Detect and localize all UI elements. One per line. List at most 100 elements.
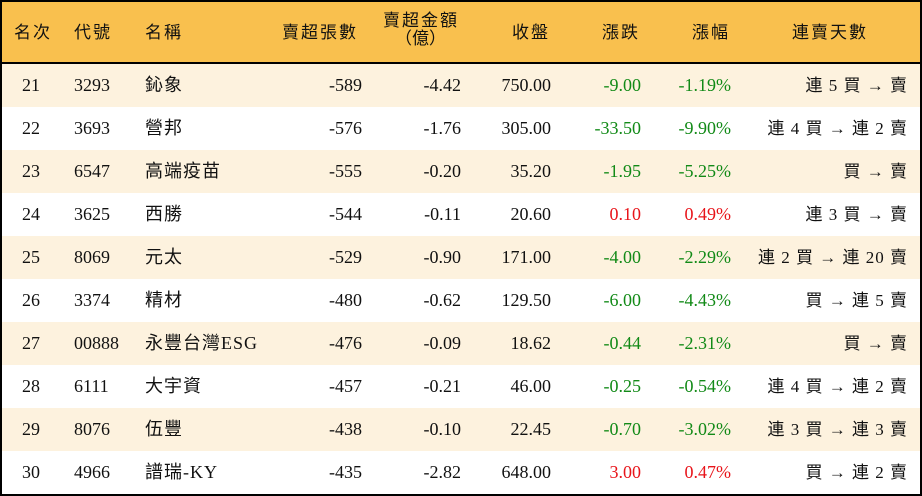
stock-name-cell: 鈊象 <box>145 75 183 95</box>
net-sell-amount-cell: -2.82 <box>423 462 462 482</box>
stock-code-cell: 3374 <box>74 290 110 310</box>
stock-name-cell: 大宇資 <box>145 376 202 396</box>
price-change-cell: -0.70 <box>603 419 642 439</box>
sell-streak-cell: 連 4 買 → 連 2 賣 <box>767 377 908 396</box>
net-sell-shares-cell: -555 <box>329 161 362 181</box>
sell-streak-cell: 連 3 買 → 賣 <box>805 205 908 224</box>
price-change-cell: -33.50 <box>594 118 642 138</box>
net-sell-amount-cell: -0.09 <box>423 333 462 353</box>
net-sell-shares-cell: -476 <box>329 333 362 353</box>
close-price-cell: 18.62 <box>510 333 552 353</box>
stock-code-cell: 3293 <box>74 75 110 95</box>
header-name: 名稱 <box>145 23 183 42</box>
net-sell-shares-cell: -438 <box>329 419 362 439</box>
stock-code-cell: 3625 <box>74 204 110 224</box>
close-price-cell: 648.00 <box>501 462 552 482</box>
stock-name-cell: 伍豐 <box>145 419 183 439</box>
price-change-cell: -0.44 <box>603 333 642 353</box>
sell-streak-cell: 買 → 連 2 賣 <box>805 463 908 482</box>
table-row[interactable]: 26 3374 精材 -480 -0.62 129.50 -6.00 -4.43… <box>2 279 920 322</box>
net-sell-shares-cell: -576 <box>329 118 362 138</box>
rank-cell: 22 <box>22 118 40 138</box>
rank-cell: 21 <box>22 75 40 95</box>
net-sell-amount-cell: -0.62 <box>423 290 462 310</box>
table-row[interactable]: 21 3293 鈊象 -589 -4.42 750.00 -9.00 -1.19… <box>2 64 920 107</box>
rank-cell: 26 <box>22 290 40 310</box>
net-sell-shares-cell: -435 <box>329 462 362 482</box>
rank-cell: 27 <box>22 333 40 353</box>
net-sell-shares-cell: -529 <box>329 247 362 267</box>
sell-streak-cell: 買 → 連 5 賣 <box>805 291 908 310</box>
header-close: 收盤 <box>512 23 550 42</box>
rank-cell: 25 <box>22 247 40 267</box>
sell-streak-cell: 連 2 買 → 連 20 賣 <box>758 248 908 267</box>
price-change-cell: 0.10 <box>609 204 642 224</box>
table-row[interactable]: 27 00888 永豐台灣ESG -476 -0.09 18.62 -0.44 … <box>2 322 920 365</box>
close-price-cell: 129.50 <box>501 290 552 310</box>
stock-name-cell: 精材 <box>145 290 183 310</box>
close-price-cell: 46.00 <box>510 376 552 396</box>
close-price-cell: 171.00 <box>501 247 552 267</box>
rank-cell: 24 <box>22 204 40 224</box>
stock-code-cell: 3693 <box>74 118 110 138</box>
table-row[interactable]: 22 3693 營邦 -576 -1.76 305.00 -33.50 -9.9… <box>2 107 920 150</box>
change-pct-cell: -4.43% <box>678 290 732 310</box>
net-sell-shares-cell: -589 <box>329 75 362 95</box>
rank-cell: 29 <box>22 419 40 439</box>
table-row[interactable]: 23 6547 高端疫苗 -555 -0.20 35.20 -1.95 -5.2… <box>2 150 920 193</box>
net-sell-amount-cell: -0.90 <box>423 247 462 267</box>
table-row[interactable]: 24 3625 西勝 -544 -0.11 20.60 0.10 0.49% 連… <box>2 193 920 236</box>
price-change-cell: -4.00 <box>603 247 642 267</box>
stock-name-cell: 營邦 <box>145 118 183 138</box>
table-row[interactable]: 30 4966 譜瑞-KY -435 -2.82 648.00 3.00 0.4… <box>2 451 920 494</box>
stock-name-cell: 元太 <box>145 247 183 267</box>
sell-streak-cell: 買 → 賣 <box>843 334 908 353</box>
table-row[interactable]: 25 8069 元太 -529 -0.90 171.00 -4.00 -2.29… <box>2 236 920 279</box>
net-sell-amount-cell: -0.11 <box>424 204 461 224</box>
stock-code-cell: 00888 <box>74 333 119 353</box>
close-price-cell: 35.20 <box>510 161 552 181</box>
close-price-cell: 22.45 <box>510 419 552 439</box>
sell-streak-cell: 連 3 買 → 連 3 賣 <box>767 420 908 439</box>
stock-name-cell: 譜瑞-KY <box>145 462 218 482</box>
stock-name-cell: 西勝 <box>145 204 183 224</box>
change-pct-cell: -3.02% <box>678 419 732 439</box>
sell-streak-cell: 連 4 買 → 連 2 賣 <box>767 119 908 138</box>
price-change-cell: 3.00 <box>609 462 642 482</box>
stock-code-cell: 6547 <box>74 161 110 181</box>
sell-streak-cell: 連 5 買 → 賣 <box>805 76 908 95</box>
price-change-cell: -0.25 <box>603 376 642 396</box>
change-pct-cell: -1.19% <box>678 75 732 95</box>
rank-cell: 23 <box>22 161 40 181</box>
net-sell-amount-cell: -1.76 <box>423 118 462 138</box>
header-change: 漲跌 <box>602 23 640 42</box>
change-pct-cell: -2.29% <box>678 247 732 267</box>
close-price-cell: 750.00 <box>501 75 552 95</box>
table-header: 名次 代號 名稱 賣超張數 賣超金額 （億） 收盤 漲跌 漲幅 連賣天數 <box>2 2 920 64</box>
header-net-sell-amount: 賣超金額 <box>383 11 459 30</box>
header-code: 代號 <box>74 23 112 42</box>
change-pct-cell: -5.25% <box>678 161 732 181</box>
net-sell-amount-cell: -0.21 <box>423 376 462 396</box>
change-pct-cell: -0.54% <box>678 376 732 396</box>
sell-streak-cell: 買 → 賣 <box>843 162 908 181</box>
header-change-pct: 漲幅 <box>692 23 730 42</box>
price-change-cell: -9.00 <box>603 75 642 95</box>
close-price-cell: 305.00 <box>501 118 552 138</box>
net-sell-shares-cell: -480 <box>329 290 362 310</box>
rank-cell: 30 <box>22 462 40 482</box>
table-row[interactable]: 28 6111 大宇資 -457 -0.21 46.00 -0.25 -0.54… <box>2 365 920 408</box>
net-sell-amount-cell: -4.42 <box>423 75 462 95</box>
net-sell-shares-cell: -544 <box>329 204 362 224</box>
stock-name-cell: 高端疫苗 <box>145 161 221 181</box>
net-sell-amount-cell: -0.10 <box>423 419 462 439</box>
rank-cell: 28 <box>22 376 40 396</box>
header-sell-streak: 連賣天數 <box>792 23 868 42</box>
stock-code-cell: 6111 <box>74 376 109 396</box>
table-row[interactable]: 29 8076 伍豐 -438 -0.10 22.45 -0.70 -3.02%… <box>2 408 920 451</box>
change-pct-cell: 0.47% <box>684 462 732 482</box>
header-net-sell-shares: 賣超張數 <box>282 23 358 42</box>
net-sell-shares-cell: -457 <box>329 376 362 396</box>
stock-code-cell: 8076 <box>74 419 110 439</box>
